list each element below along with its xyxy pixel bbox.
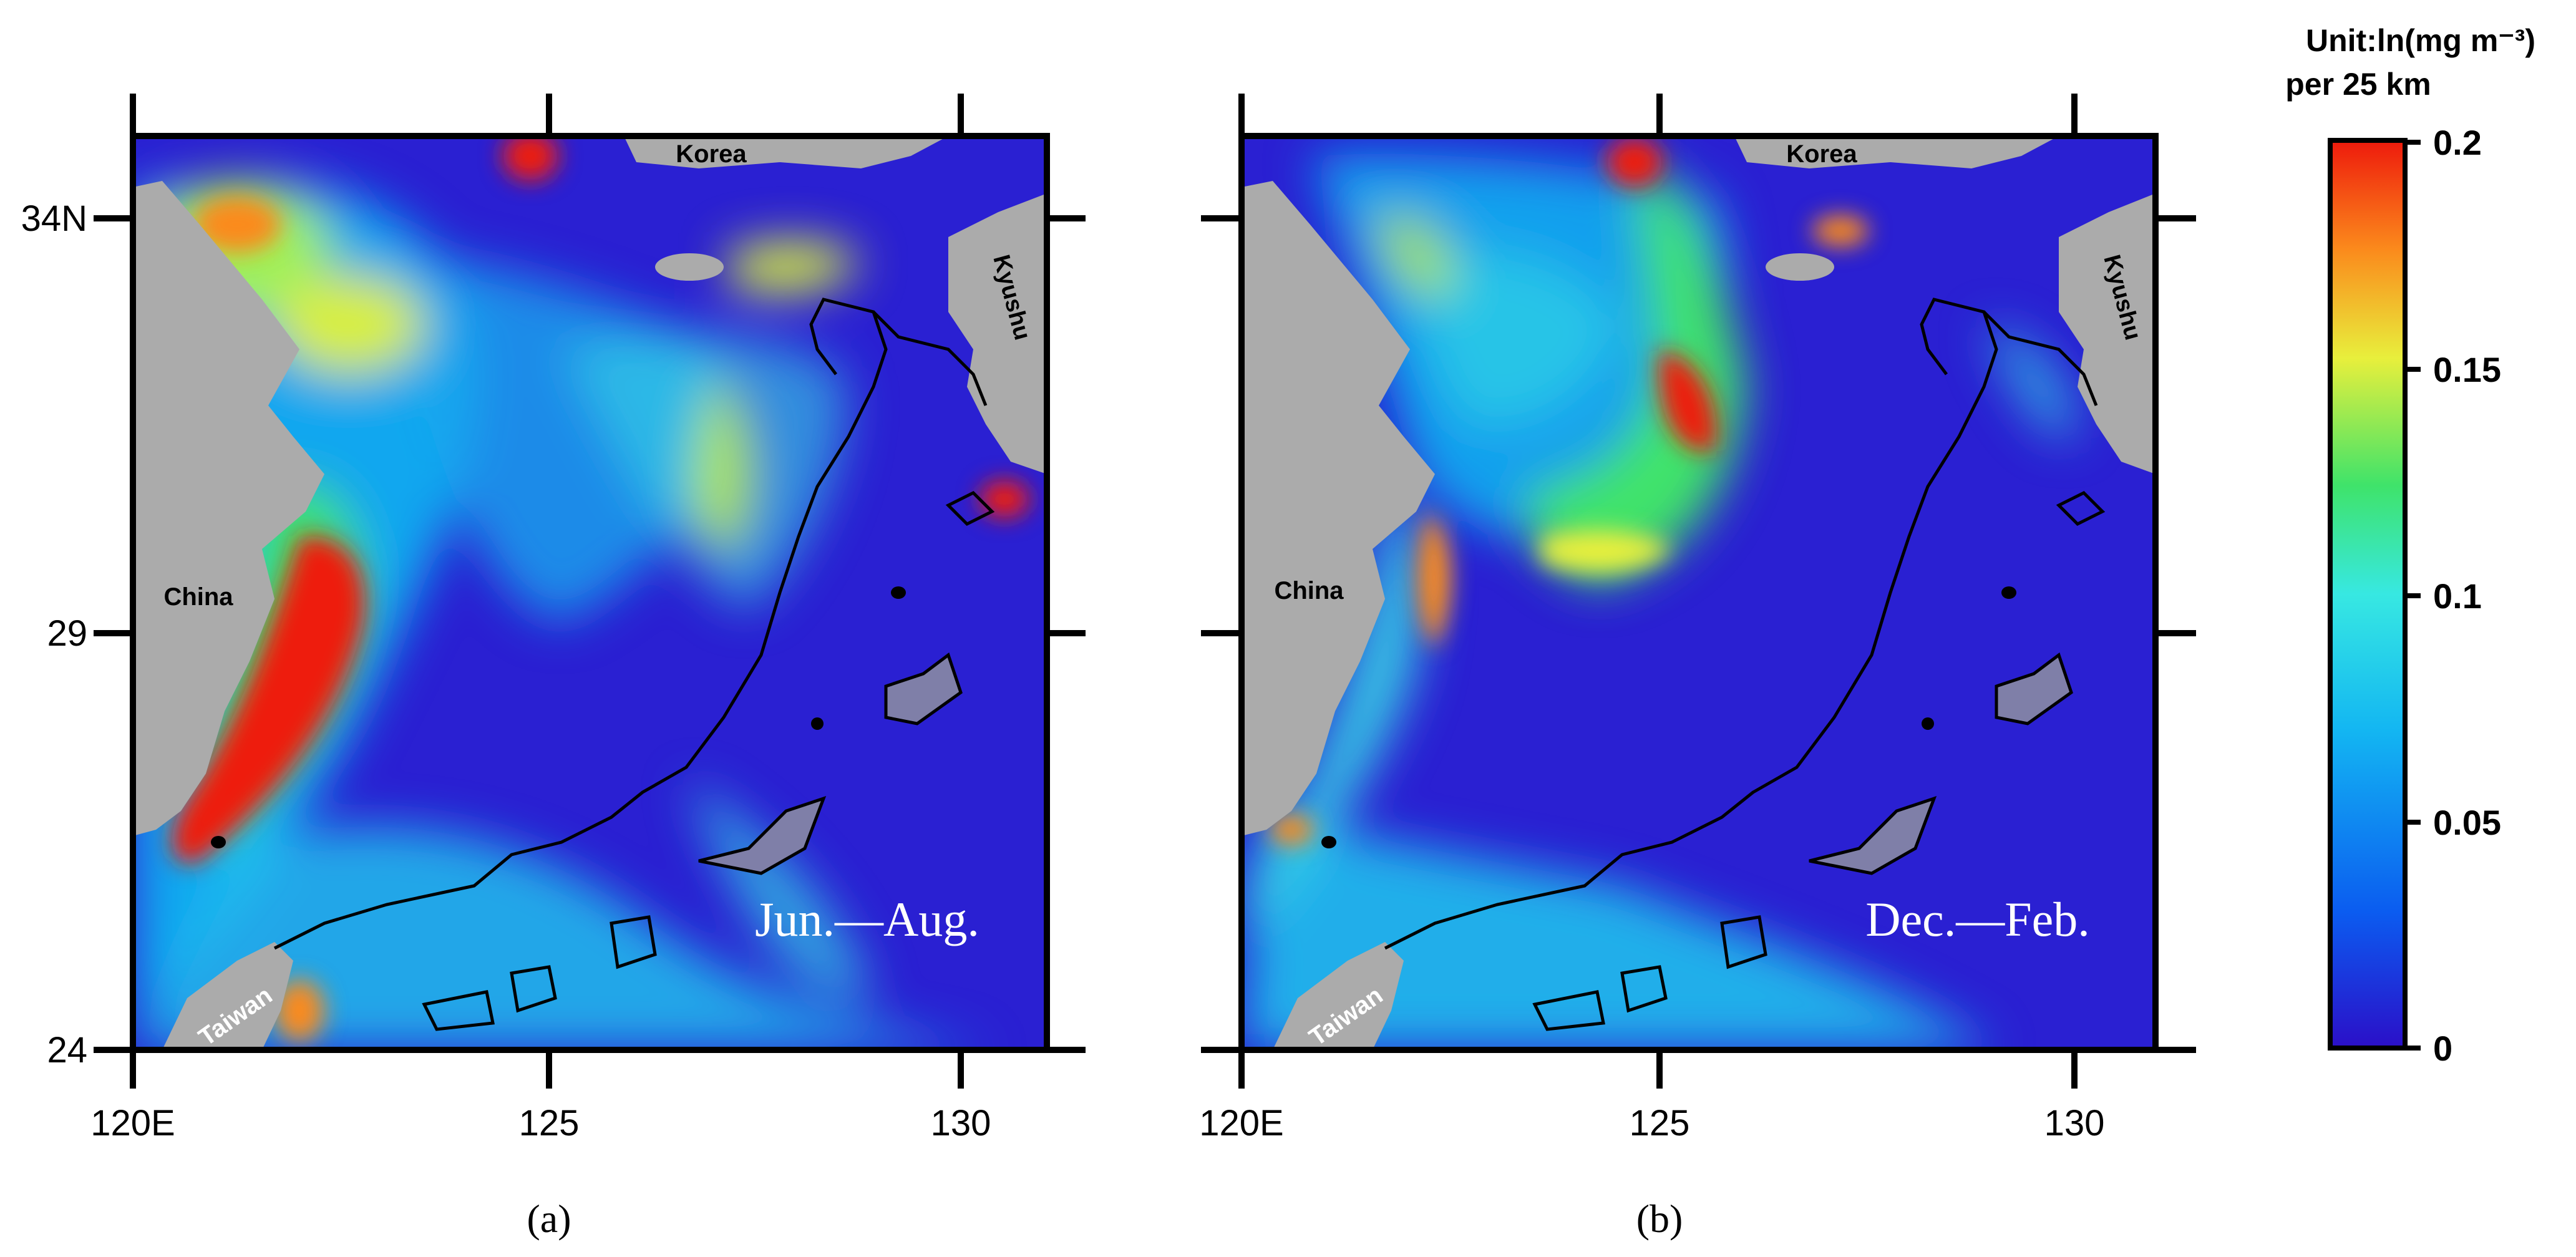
land-kyushu-b — [2059, 193, 2156, 474]
x-tick-label-125-b: 125 — [1630, 1103, 1690, 1143]
colorbar-tick-0.05: 0.05 — [2433, 803, 2501, 842]
x-tick-label-125-a: 125 — [519, 1103, 580, 1143]
land-china-b — [1242, 181, 1435, 836]
colorbar-ticks — [2405, 140, 2421, 1051]
place-label-china-a: China — [163, 583, 233, 611]
colorbar-tick-0.2: 0.2 — [2433, 123, 2482, 162]
y-tick-label-24: 24 — [47, 1030, 87, 1070]
x-tick-label-120E-b: 120E — [1199, 1103, 1283, 1143]
x-tick-label-120E-a: 120E — [90, 1103, 175, 1143]
map-panel-a: Korea China Kyushu Taiwan Jun.—Aug. 120E… — [21, 94, 1086, 1241]
y-tick-label-34N: 34N — [21, 198, 87, 239]
place-label-china-b: China — [1274, 577, 1344, 604]
map-b-frame — [1238, 133, 2159, 1053]
land-china-a — [133, 181, 324, 836]
colorbar-tick-0: 0 — [2433, 1029, 2452, 1068]
colorbar-gradient — [2328, 138, 2408, 1051]
colorbar-title-line2: per 25 km — [2285, 67, 2431, 102]
caption-b: (b) — [1636, 1196, 1683, 1241]
map-a-frame — [130, 133, 1050, 1053]
caption-a: (a) — [527, 1196, 571, 1241]
season-label-b: Dec.—Feb. — [1865, 892, 2090, 946]
colorbar-tick-0.15: 0.15 — [2433, 350, 2501, 389]
x-tick-label-130-a: 130 — [931, 1103, 991, 1143]
land-taiwan-a — [162, 942, 293, 1050]
map-a-ticks — [94, 94, 1086, 1089]
colorbar-title-line1: Unit:ln(mg m⁻³) — [2306, 23, 2535, 58]
shelf-contour-a — [273, 298, 888, 950]
map-a-field — [133, 136, 1047, 1050]
map-b-ticks — [1201, 94, 2196, 1089]
map-b-field — [1242, 136, 2156, 1050]
shelf-contour-b — [1384, 298, 1998, 950]
y-tick-label-29: 29 — [47, 613, 87, 654]
place-label-korea-a: Korea — [676, 140, 747, 168]
place-label-korea-b: Korea — [1786, 140, 1857, 168]
land-korea-a — [624, 136, 948, 168]
map-panel-b: Korea China Kyushu Taiwan Dec.—Feb. 120E… — [1199, 94, 2196, 1241]
land-korea-b — [1734, 136, 2059, 168]
season-label-a: Jun.—Aug. — [755, 892, 979, 946]
land-kyushu-a — [948, 193, 1047, 474]
x-tick-label-130-b: 130 — [2044, 1103, 2105, 1143]
colorbar-tick-0.1: 0.1 — [2433, 576, 2482, 616]
land-taiwan-b — [1273, 942, 1404, 1050]
colorbar: Unit:ln(mg m⁻³) per 25 km 0.2 0.15 0.1 0… — [2285, 23, 2535, 1068]
